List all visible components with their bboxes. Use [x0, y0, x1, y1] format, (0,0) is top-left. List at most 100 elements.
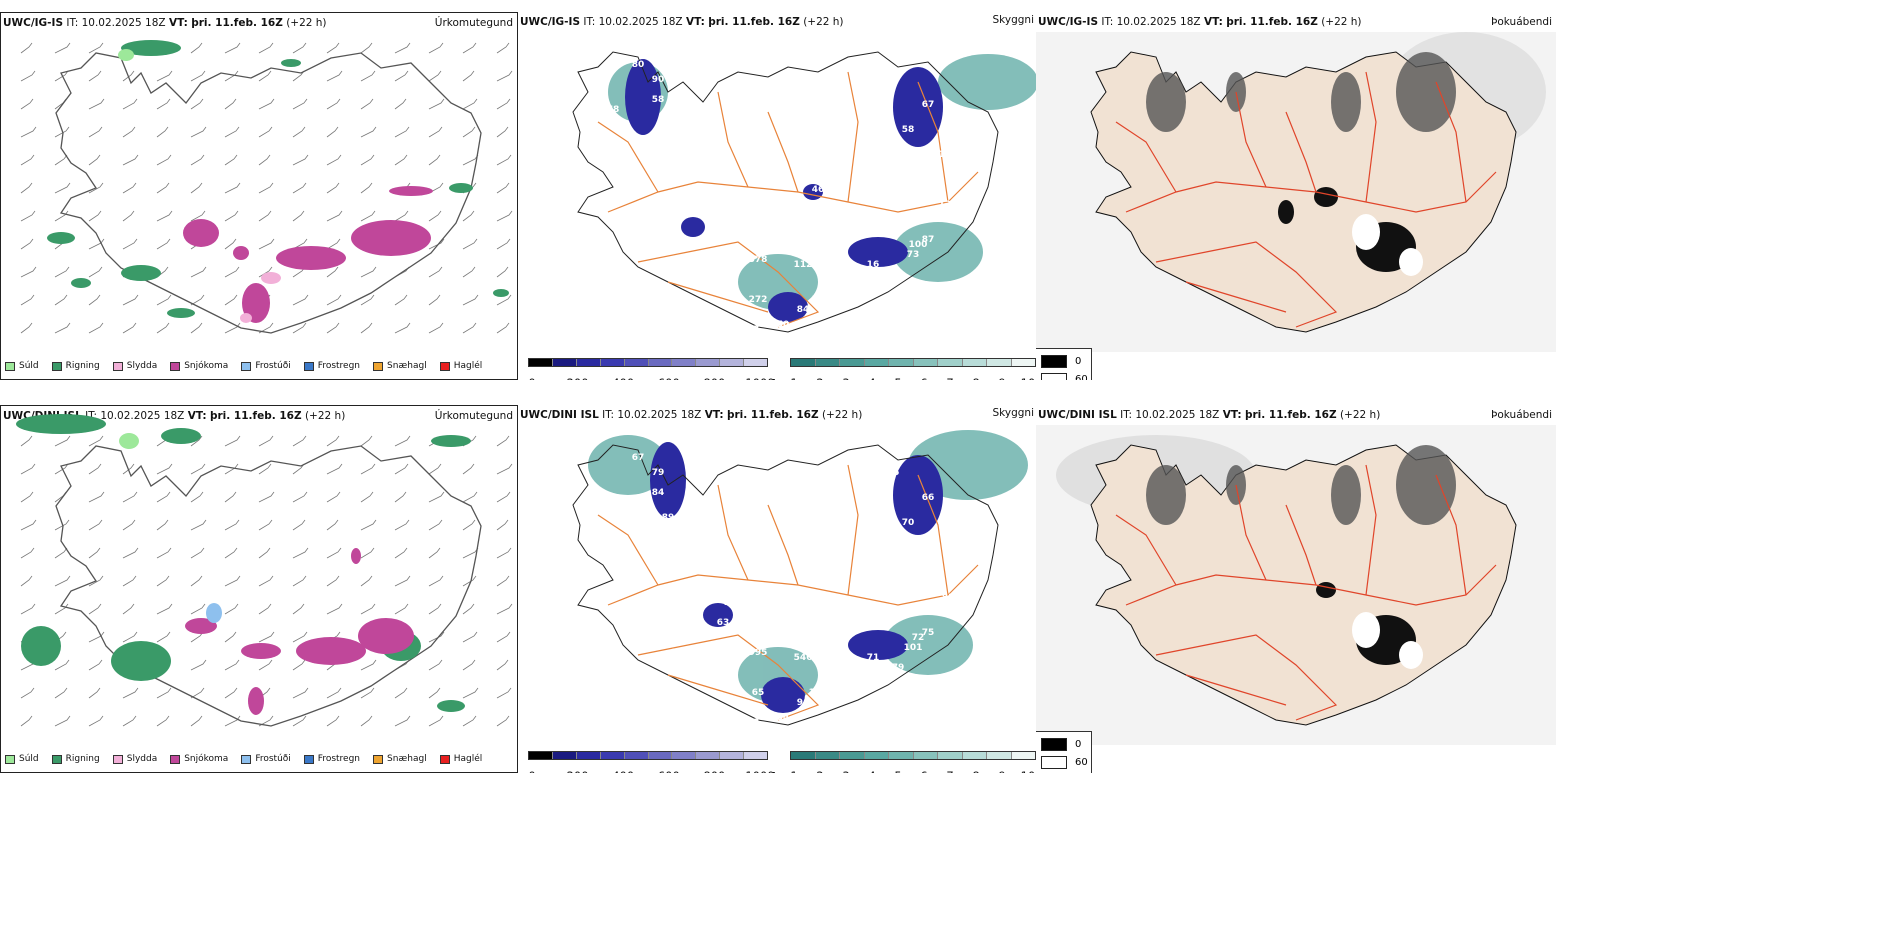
wind-barb [190, 547, 205, 559]
wind-barb [326, 435, 340, 447]
colorbar-bin [913, 359, 938, 366]
cloud-base-label: 578 [749, 255, 768, 265]
wind-barb [88, 659, 103, 671]
wind-barb [224, 322, 241, 334]
wind-barb [292, 603, 305, 615]
cloud-base-label: 83 [672, 255, 685, 265]
wind-barb [224, 238, 237, 250]
cloud-base-label: 104 [834, 663, 853, 673]
cloud-base-label: 75 [922, 628, 935, 638]
wind-barb [360, 70, 376, 82]
legend-label: Snæhagl [387, 361, 427, 371]
wind-barb [224, 154, 238, 166]
wind-barb [88, 42, 104, 54]
wind-barb [224, 210, 239, 222]
legend-item: Súld [5, 361, 39, 371]
cloud-base-label: 94 [797, 698, 810, 708]
wind-barb [190, 603, 206, 615]
colorbar-bin [938, 359, 963, 366]
wind-barb [88, 603, 102, 615]
wind-barb [20, 182, 33, 194]
colorbar-bin [720, 359, 745, 366]
cloud-base-label: 54 [777, 713, 790, 723]
legend-swatch [439, 361, 450, 371]
wind-barb [428, 70, 442, 82]
wind-barb [292, 322, 307, 334]
road-line [767, 111, 799, 193]
wind-barb [54, 210, 69, 222]
legend-label: Snjókoma [184, 361, 229, 371]
wind-barb [394, 294, 408, 306]
road-line [917, 474, 949, 596]
colorbar-tick: 800 [703, 376, 725, 380]
fog-legend: 0 60 [1036, 348, 1092, 380]
road-line [637, 241, 820, 328]
wind-barb [122, 70, 135, 82]
colorbar-bin [1011, 359, 1035, 366]
legend-label: Rigning [65, 361, 100, 371]
legend-label: Rigning [65, 754, 100, 764]
wind-barb [360, 687, 375, 699]
wind-barb [54, 463, 69, 475]
fog-indicator-panel: UWC/DINI ISL IT: 10.02.2025 18Z VT: þri.… [1036, 405, 1556, 773]
wind-barb [360, 547, 375, 559]
wind-barb [88, 294, 101, 306]
colorbar-bin [791, 752, 816, 759]
fog-label: 60 [1075, 374, 1088, 380]
legend-item: Frostregn [303, 754, 360, 764]
wind-barb [224, 715, 241, 727]
cloud-base-panel: UWC/IG-IS IT: 10.02.2025 18Z VT: þri. 11… [518, 12, 1036, 380]
precip-type-panel: UWC/IG-IS IT: 10.02.2025 18Z VT: þri. 11… [0, 12, 518, 380]
wind-barb [326, 238, 341, 250]
colorbar-tick: 9 [998, 769, 1005, 773]
cloud-base-label: 189 [724, 598, 743, 608]
colorbar-tick: 6 [920, 376, 927, 380]
wind-barb [496, 70, 513, 82]
road-line [1235, 91, 1267, 188]
wind-barb [326, 687, 342, 699]
wind-barb [156, 322, 170, 334]
wind-barb [394, 126, 410, 138]
wind-barb [156, 519, 169, 531]
cloud-base-label: 89 [662, 513, 675, 523]
panel-header: UWC/IG-IS IT: 10.02.2025 18Z VT: þri. 11… [1038, 16, 1362, 28]
wind-barb [292, 659, 306, 671]
legend-item: Snæhagl [373, 754, 427, 764]
wind-barb [224, 659, 240, 671]
cloud-base-label: 139 [659, 598, 678, 608]
wind-barb [394, 42, 411, 54]
wind-barb [258, 547, 271, 559]
wind-barb [462, 519, 476, 531]
colorbar-bin [696, 359, 721, 366]
wind-barb [258, 463, 272, 475]
wind-barb [428, 631, 445, 643]
wind-barb [462, 294, 479, 306]
wind-barb [462, 238, 478, 250]
wind-barb [428, 42, 444, 54]
cloud-base-label: 74 [942, 543, 955, 553]
wind-barb [462, 266, 476, 278]
legend-swatch [51, 361, 62, 371]
wind-barb [20, 463, 36, 475]
wind-barb [462, 631, 478, 643]
wind-barb [326, 154, 342, 166]
legend-label: Haglél [453, 754, 483, 764]
iceland-fog-map [1036, 425, 1556, 745]
wind-barb [326, 126, 339, 138]
wind-barb [156, 70, 173, 82]
wind-barb [54, 519, 70, 531]
road-line [667, 281, 769, 313]
wind-barb [462, 210, 475, 222]
road-line [717, 91, 749, 188]
cloud-base-label: 133 [674, 568, 693, 578]
legend-swatch [241, 361, 252, 371]
road-line [1285, 504, 1317, 586]
cloud-base-label: 83 [692, 185, 705, 195]
wind-barb [20, 266, 37, 278]
wind-barb [394, 463, 409, 475]
wind-barb [122, 126, 136, 138]
cloud-base-label: 191 [819, 260, 838, 270]
road-line [1185, 674, 1287, 706]
wind-barb [224, 126, 240, 138]
panel-header: UWC/DINI ISL IT: 10.02.2025 18Z VT: þri.… [1038, 409, 1381, 421]
